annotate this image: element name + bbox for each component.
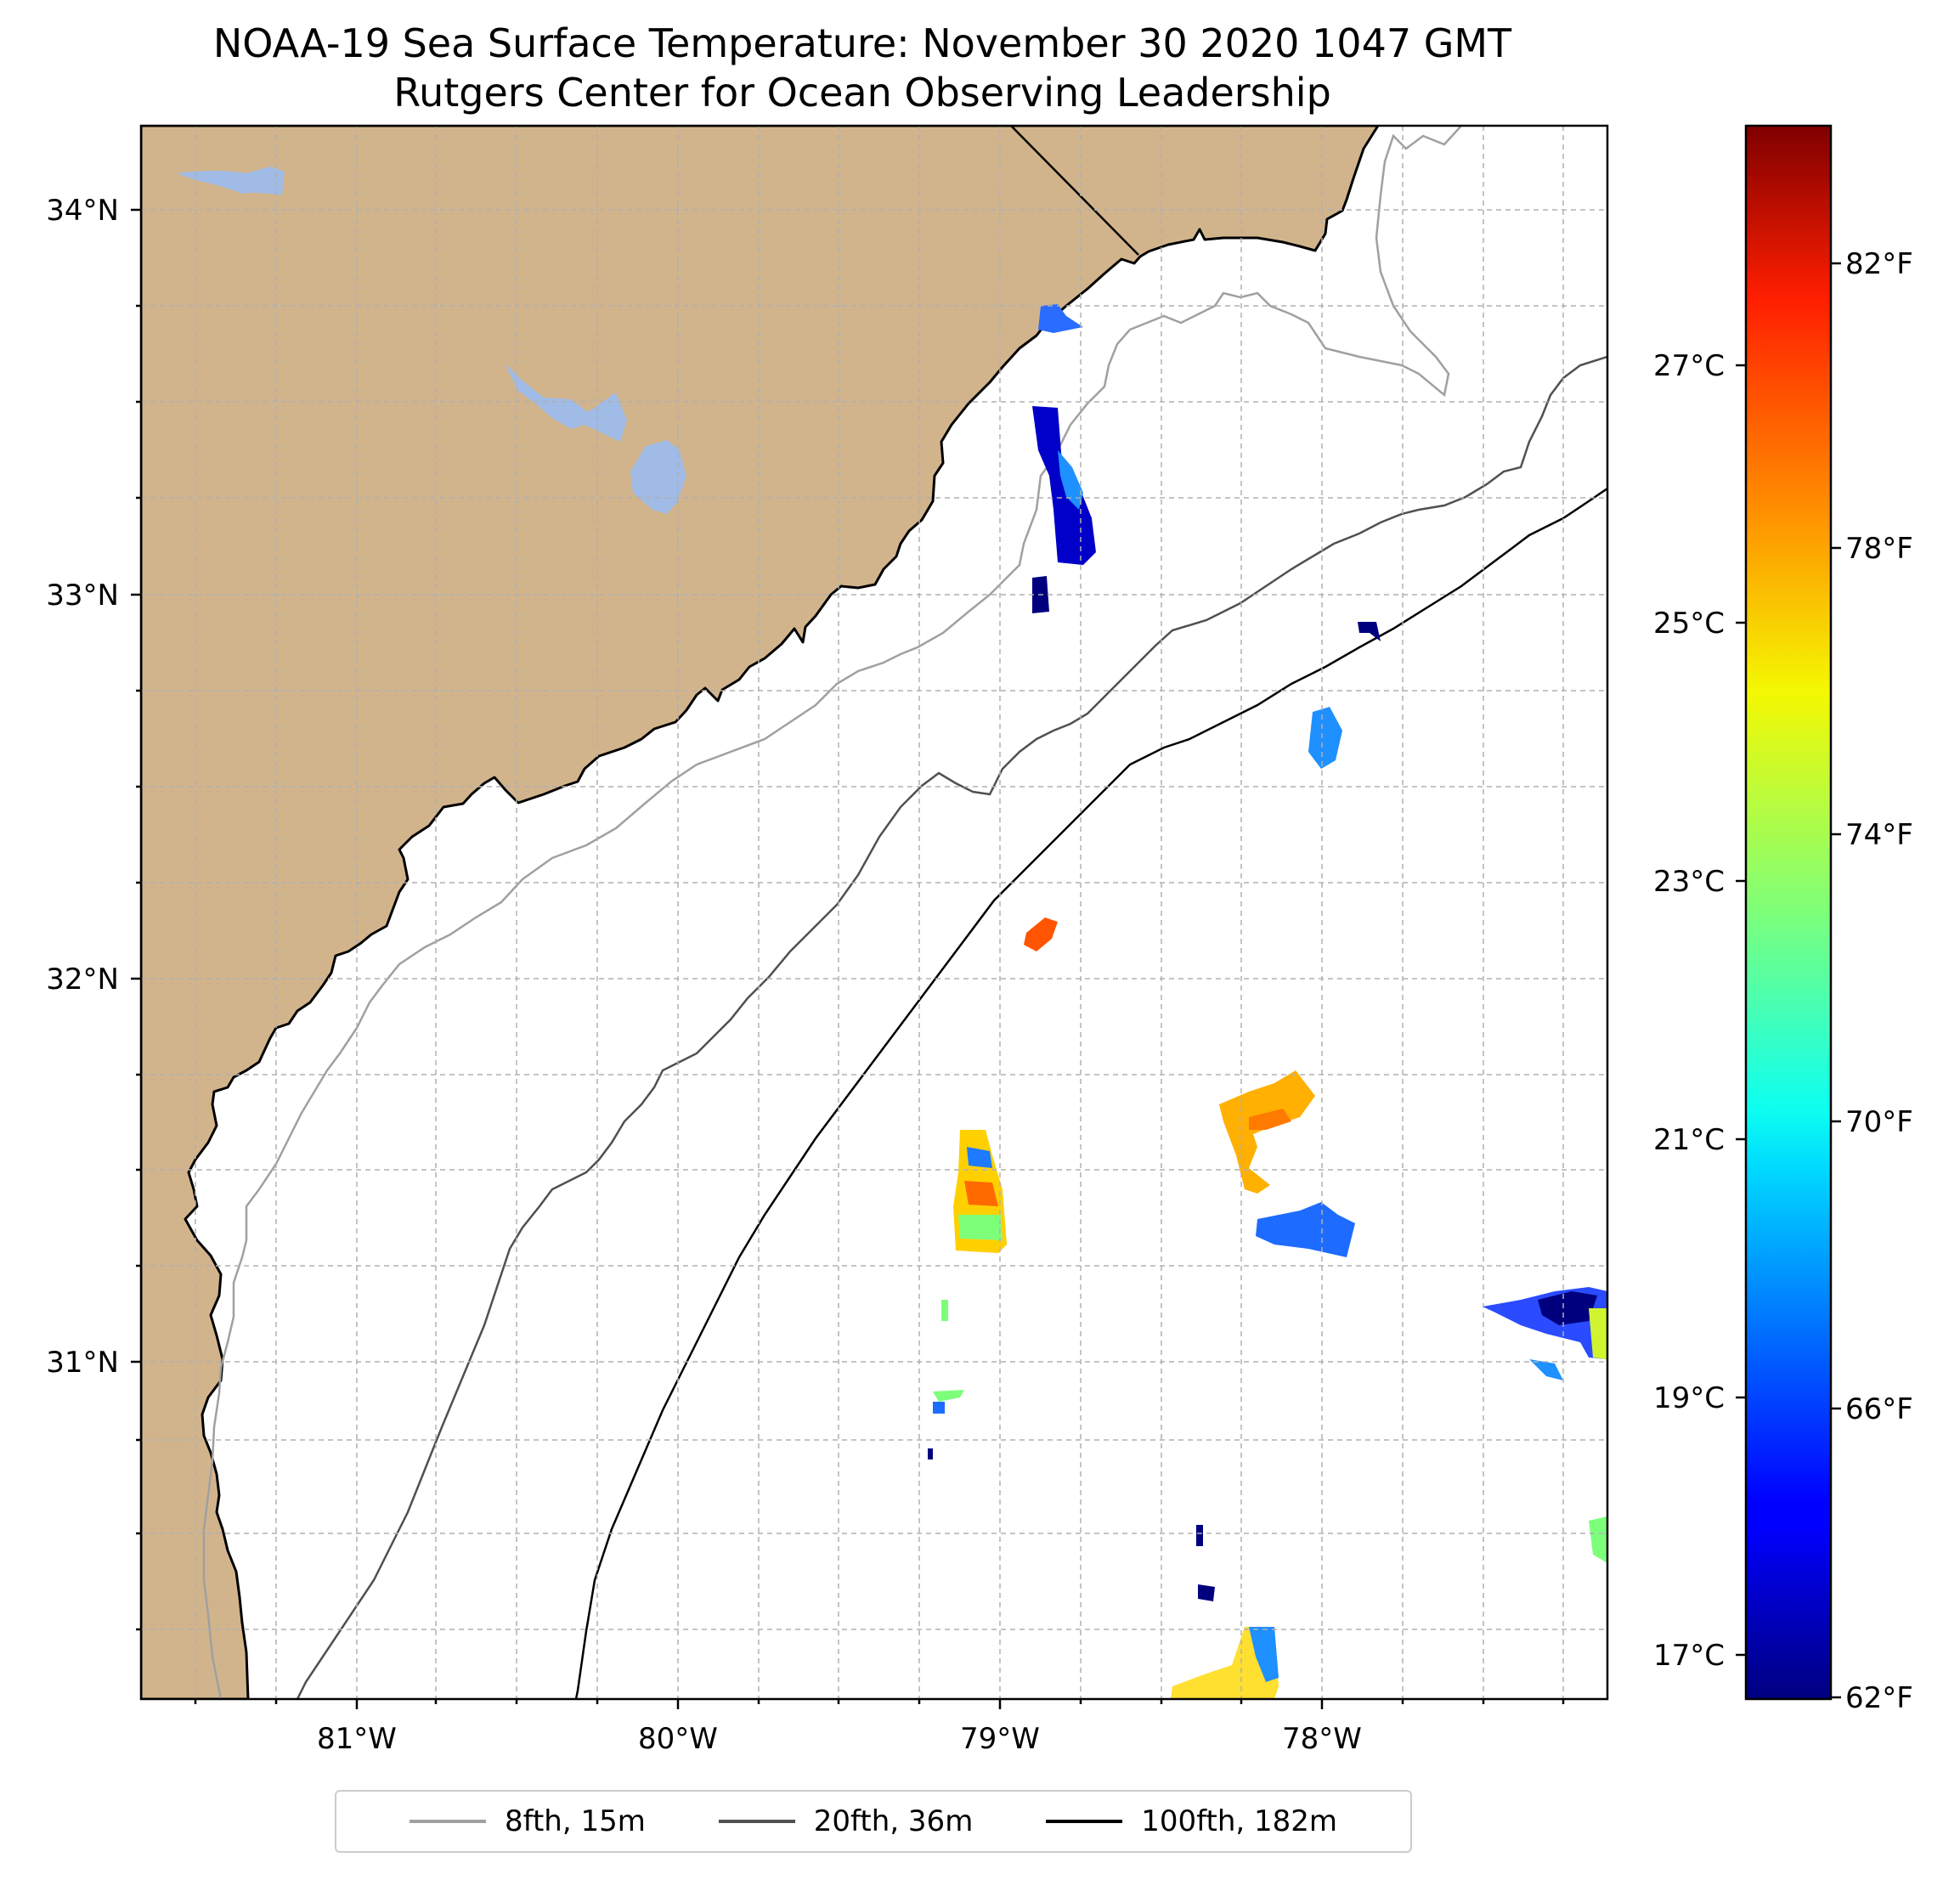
colorbar-f-label: 70°F (1845, 1105, 1913, 1139)
legend-line-8fth (409, 1820, 486, 1823)
lat-tick-label: 32°N (46, 963, 119, 996)
legend-label: 100fth, 182m (1141, 1804, 1338, 1838)
legend-item-100fth: 100fth, 182m (1046, 1804, 1337, 1838)
legend-line-100fth (1046, 1820, 1123, 1823)
lon-tick-label: 79°W (960, 1722, 1040, 1756)
colorbar-f-label: 66°F (1845, 1392, 1913, 1426)
chart-subtitle: Rutgers Center for Ocean Observing Leade… (393, 70, 1331, 116)
colorbar-c-label: 21°C (1653, 1123, 1725, 1157)
colorbar-c-label: 25°C (1653, 607, 1725, 641)
legend-item-20fth: 20fth, 36m (718, 1804, 974, 1838)
chart-title: NOAA-19 Sea Surface Temperature: Novembe… (212, 20, 1512, 66)
legend-label: 20fth, 36m (813, 1804, 974, 1838)
isobath-100fth (574, 487, 1607, 1699)
colorbar (1744, 124, 1833, 1701)
lon-tick-label: 78°W (1282, 1722, 1362, 1756)
colorbar-c-label: 19°C (1653, 1381, 1725, 1415)
isobath-8fth (202, 126, 1462, 1699)
map-frame (139, 124, 1609, 1701)
lon-tick-label: 81°W (317, 1722, 397, 1756)
colorbar-f-label: 74°F (1845, 818, 1913, 852)
sst-patches (928, 304, 1607, 1699)
colorbar-f-label: 82°F (1845, 247, 1913, 281)
lake (505, 364, 627, 442)
lat-tick-label: 33°N (46, 579, 119, 613)
lat-tick-label: 34°N (46, 194, 119, 228)
legend-label: 8fth, 15m (504, 1804, 646, 1838)
lake (630, 440, 686, 514)
colorbar-f-label: 62°F (1845, 1681, 1913, 1715)
legend-line-20fth (718, 1820, 795, 1823)
colorbar-c-label: 23°C (1653, 865, 1725, 899)
colorbar-c-label: 27°C (1653, 349, 1725, 383)
state-border (1010, 126, 1139, 256)
lon-tick-label: 80°W (638, 1722, 718, 1756)
legend-item-8fth: 8fth, 15m (409, 1804, 646, 1838)
legend: 8fth, 15m 20fth, 36m 100fth, 182m (335, 1790, 1412, 1853)
land (141, 126, 1380, 1699)
colorbar-f-label: 78°F (1845, 532, 1913, 566)
colorbar-c-label: 17°C (1653, 1639, 1725, 1673)
gridlines (141, 126, 1607, 1699)
map-content (141, 126, 1607, 1699)
lat-tick-label: 31°N (46, 1346, 119, 1380)
colorbar-ticks (1736, 262, 1841, 1699)
lake (177, 167, 285, 195)
isobath-20fth (296, 355, 1607, 1699)
axis-ticks (131, 208, 1565, 1709)
